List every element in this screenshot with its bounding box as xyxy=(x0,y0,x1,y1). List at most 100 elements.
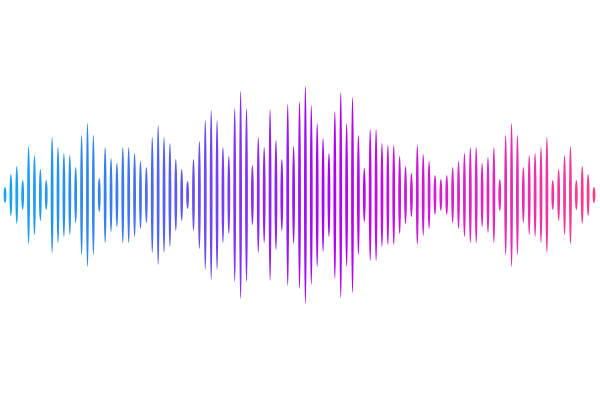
wave-bar xyxy=(115,163,119,227)
wave-bar xyxy=(62,153,66,237)
wave-bar xyxy=(168,143,172,247)
wave-bar xyxy=(245,108,248,282)
wave-bar xyxy=(492,147,496,243)
wave-bar xyxy=(180,169,184,221)
wave-bar xyxy=(521,167,525,223)
wave-bar xyxy=(303,86,307,304)
wave-bar xyxy=(109,158,113,232)
wave-bar xyxy=(457,161,460,229)
wave-bar xyxy=(380,143,384,247)
wave-bar xyxy=(321,138,325,252)
wave-bar xyxy=(586,174,590,216)
wave-bar xyxy=(463,153,466,237)
wave-bar xyxy=(186,181,189,209)
wave-bar xyxy=(298,101,301,289)
wave-bar xyxy=(404,166,407,224)
wave-bar xyxy=(368,129,372,261)
wave-bar xyxy=(9,174,13,216)
wave-bar xyxy=(374,129,378,261)
wave-bar xyxy=(386,145,390,245)
wave-bar xyxy=(174,159,178,231)
wave-bar xyxy=(510,123,513,267)
wave-bar xyxy=(410,173,413,217)
wave-bar xyxy=(127,147,131,243)
wave-bar xyxy=(527,155,531,235)
wave-bar xyxy=(563,155,566,235)
wave-bar xyxy=(309,105,313,285)
wave-bar xyxy=(227,156,231,234)
wave-bar xyxy=(498,179,502,211)
wave-bar xyxy=(545,137,549,253)
wave-bar xyxy=(474,147,478,243)
wave-bar xyxy=(398,156,402,234)
wave-bar xyxy=(21,180,25,210)
wave-bar xyxy=(15,166,19,224)
wave-bar xyxy=(439,179,443,211)
wave-bar xyxy=(197,141,201,249)
wave-bar xyxy=(468,147,472,243)
wave-bar xyxy=(357,135,360,255)
wave-bar xyxy=(27,146,30,244)
wave-bar xyxy=(557,169,561,221)
wave-bar xyxy=(133,153,136,237)
wave-bar xyxy=(74,167,78,223)
wave-bar xyxy=(144,167,148,223)
wave-bar xyxy=(345,123,349,267)
wave-bar xyxy=(362,168,366,222)
wave-bar xyxy=(445,175,449,215)
wave-bar xyxy=(150,137,154,253)
wave-bar xyxy=(103,147,107,243)
wave-bar xyxy=(192,159,195,231)
wave-bar xyxy=(592,187,596,203)
wave-bar xyxy=(221,147,225,243)
wave-bar xyxy=(421,154,425,236)
wave-bar xyxy=(533,153,537,237)
wave-bar xyxy=(33,155,36,235)
wave-bar xyxy=(91,135,95,255)
wave-bar xyxy=(551,180,555,210)
wave-bar xyxy=(315,123,319,267)
wave-bar xyxy=(427,161,431,229)
wave-bar xyxy=(250,165,254,225)
wave-bar xyxy=(268,109,272,281)
wave-bars xyxy=(3,86,596,304)
wave-bar xyxy=(574,180,578,210)
wave-bar xyxy=(50,137,54,253)
wave-bar xyxy=(68,155,72,235)
wave-bar xyxy=(333,111,337,279)
wave-bar xyxy=(121,147,125,243)
wave-bar xyxy=(80,135,83,255)
wave-bar xyxy=(162,137,166,253)
wave-bar xyxy=(56,147,60,243)
wave-bar xyxy=(539,147,543,243)
wave-bar xyxy=(339,92,343,298)
wave-bar xyxy=(415,145,419,245)
wave-bar xyxy=(580,166,584,224)
wave-bar xyxy=(86,123,89,267)
wave-bar xyxy=(392,145,396,245)
wave-bar xyxy=(209,110,213,280)
wave-bar xyxy=(286,104,290,286)
wave-bar xyxy=(233,108,237,282)
wave-bar xyxy=(569,146,572,244)
wave-bar xyxy=(504,135,508,255)
wave-bar xyxy=(139,161,142,229)
wave-bar xyxy=(256,137,260,253)
wave-bar xyxy=(44,180,48,210)
wave-bar xyxy=(480,163,484,227)
wave-bar xyxy=(97,178,101,212)
wave-bar xyxy=(327,153,331,237)
wave-bar xyxy=(3,187,7,203)
wave-bar xyxy=(280,159,284,231)
wave-bar xyxy=(351,97,354,293)
wave-bar xyxy=(292,146,296,244)
wave-bar xyxy=(433,175,437,215)
wave-bar xyxy=(38,169,42,221)
wave-bar xyxy=(516,135,519,255)
wave-bar xyxy=(274,140,278,250)
wave-bar xyxy=(239,91,243,299)
wave-bar xyxy=(156,125,160,265)
wave-bar xyxy=(262,147,266,243)
wave-bar xyxy=(203,120,207,270)
